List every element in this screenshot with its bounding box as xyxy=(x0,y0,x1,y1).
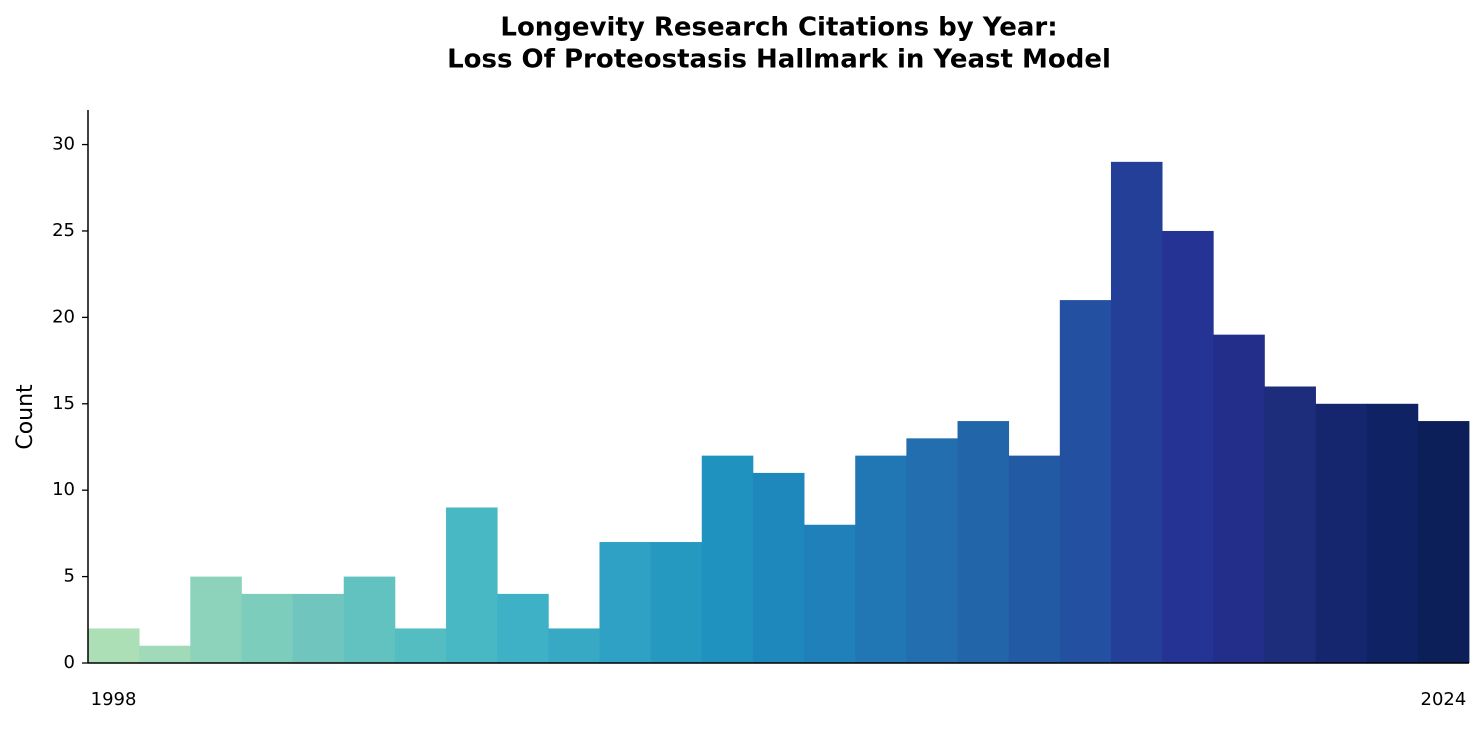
bar xyxy=(957,421,1010,663)
bar xyxy=(752,472,805,663)
bar xyxy=(139,645,191,663)
x-tick-label: 2024 xyxy=(1421,689,1467,710)
bar xyxy=(1366,403,1419,663)
bar xyxy=(906,438,958,663)
bar xyxy=(1008,455,1061,663)
bar xyxy=(394,628,447,663)
bar xyxy=(1264,386,1316,663)
bar xyxy=(343,576,396,663)
bar xyxy=(599,542,652,663)
bar xyxy=(650,542,703,663)
y-tick-label: 15 xyxy=(52,393,75,414)
bar xyxy=(88,628,140,663)
bar xyxy=(1059,300,1112,663)
bar xyxy=(497,593,549,663)
y-axis-label: Count xyxy=(13,384,38,450)
bar xyxy=(241,593,293,663)
bar xyxy=(855,455,907,663)
chart-title: Longevity Research Citations by Year: xyxy=(500,13,1057,43)
bar xyxy=(548,628,600,663)
x-tick-label: 1998 xyxy=(91,689,137,710)
bar xyxy=(446,507,498,663)
bar xyxy=(804,524,856,663)
bar xyxy=(1110,161,1163,663)
chart-title: Loss Of Proteostasis Hallmark in Yeast M… xyxy=(447,45,1111,75)
bar xyxy=(292,593,345,663)
bar xyxy=(1162,230,1214,663)
bar xyxy=(190,576,242,663)
bar xyxy=(1417,421,1470,663)
y-tick-label: 25 xyxy=(52,220,75,241)
bar xyxy=(1213,334,1265,663)
y-tick-label: 5 xyxy=(64,566,75,587)
bar xyxy=(701,455,754,663)
y-tick-label: 10 xyxy=(52,479,75,500)
y-tick-label: 20 xyxy=(52,306,75,327)
bar xyxy=(1315,403,1368,663)
y-tick-label: 0 xyxy=(64,652,75,673)
y-tick-label: 30 xyxy=(52,134,75,155)
